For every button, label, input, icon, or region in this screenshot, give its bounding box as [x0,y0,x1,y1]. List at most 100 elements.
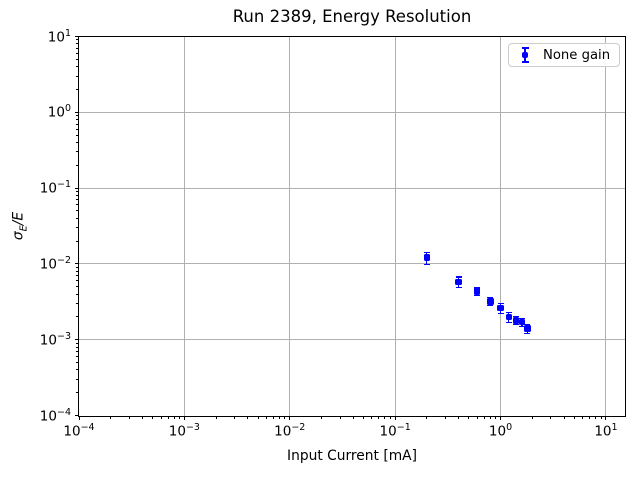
y-minor-tick [76,240,78,242]
y-minor-tick [76,194,78,196]
legend-label: None gain [543,47,611,63]
x-tick-label: 10−3 [168,421,200,440]
legend: None gain [508,43,620,67]
y-minor-tick [76,227,78,229]
errorbar-cap-bottom [487,305,494,307]
y-minor-tick [76,115,78,117]
y-tick-label: 10−1 [39,179,71,197]
errorbar-marker-icon [516,46,534,64]
y-minor-tick [76,293,78,295]
errorbar-cap-bottom [524,333,531,335]
errorbar-cap-top [524,323,531,325]
y-major-tick [74,263,78,265]
y-minor-tick [76,356,78,358]
ylabel-rest: /E [10,211,27,226]
x-axis-label: Input Current [mA] [287,448,417,464]
x-minor-tick [284,416,286,419]
y-minor-tick [76,39,78,41]
errorbar-cap-bottom [512,323,519,325]
y-minor-tick [76,164,78,166]
x-minor-tick [384,416,386,419]
x-minor-tick [595,416,597,419]
errorbar-cap-top [423,251,430,253]
chart-title: Run 2389, Energy Resolution [232,7,472,26]
x-minor-tick [179,416,181,419]
y-minor-tick [76,362,78,364]
x-major-tick [289,416,291,420]
x-minor-tick [234,416,236,419]
x-minor-tick [160,416,162,419]
errorbar-cap-bottom [497,313,504,315]
x-minor-tick [110,416,112,419]
y-minor-tick [76,191,78,193]
data-point [512,317,520,324]
errorbar-cap-top [487,296,494,299]
y-minor-tick [76,266,78,268]
y-minor-tick [76,378,78,380]
gridline [79,339,625,341]
x-minor-tick [279,416,281,419]
errorbar-cap-bottom [455,286,462,288]
y-minor-tick [76,346,78,348]
x-major-tick [394,416,396,420]
y-minor-tick [76,141,78,143]
y-minor-tick [76,43,78,45]
y-tick-label: 10−3 [39,330,71,349]
y-axis-label: σE/E [11,212,30,240]
x-minor-tick [495,416,497,419]
x-minor-tick [444,416,446,419]
data-point [505,313,513,321]
x-major-tick [183,416,185,420]
data-point [524,325,531,332]
gridline [605,36,607,416]
x-minor-tick [563,416,565,419]
y-minor-tick [76,270,78,272]
x-major-tick [605,416,607,420]
y-tick-label: 100 [47,103,71,121]
x-minor-tick [573,416,575,419]
y-minor-tick [76,217,78,219]
errorbar-cap-top [497,302,504,305]
y-minor-tick [76,275,78,277]
y-minor-tick [76,204,78,206]
gridline [79,111,625,113]
x-minor-tick [128,416,130,419]
errorbar-cap-bottom [474,295,481,297]
x-minor-tick [550,416,552,419]
x-tick-label: 10−2 [274,421,306,440]
x-minor-tick [371,416,373,419]
errorbar-cap-top [512,316,519,318]
data-point [473,288,481,295]
gridline [183,36,185,416]
x-minor-tick [483,416,485,419]
errorbar-cap-bottom [505,321,512,323]
y-minor-tick [76,350,78,352]
x-minor-tick [215,416,217,419]
x-minor-tick [582,416,584,419]
x-minor-tick [321,416,322,419]
y-minor-tick [76,66,78,68]
x-tick-label: 10−4 [63,421,95,440]
x-minor-tick [265,416,267,419]
y-minor-tick [76,316,78,318]
gridline [79,263,625,265]
y-minor-tick [76,369,78,371]
x-minor-tick [476,416,478,419]
x-minor-tick [257,416,259,419]
errorbar-cap-bottom [519,325,526,327]
x-minor-tick [141,416,143,419]
errorbar-cap-top [455,276,462,278]
errorbar-cap-bottom [423,263,430,265]
x-minor-tick [362,416,364,419]
data-point [487,298,494,305]
x-minor-tick [352,416,354,419]
y-major-tick [74,187,78,189]
y-minor-tick [76,128,78,130]
x-major-tick [500,416,502,420]
x-minor-tick [167,416,169,419]
plot-area: 10−4 10−3 10−2 10−1 100 101 10−4 10−3 10−2 10−1 10… [40,28,626,439]
y-minor-tick [76,123,78,125]
x-tick-label: 101 [594,421,618,440]
ylabel-subscript: E [18,225,30,232]
